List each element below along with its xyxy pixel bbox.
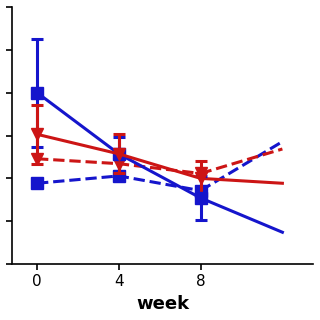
X-axis label: week: week xyxy=(136,295,189,313)
